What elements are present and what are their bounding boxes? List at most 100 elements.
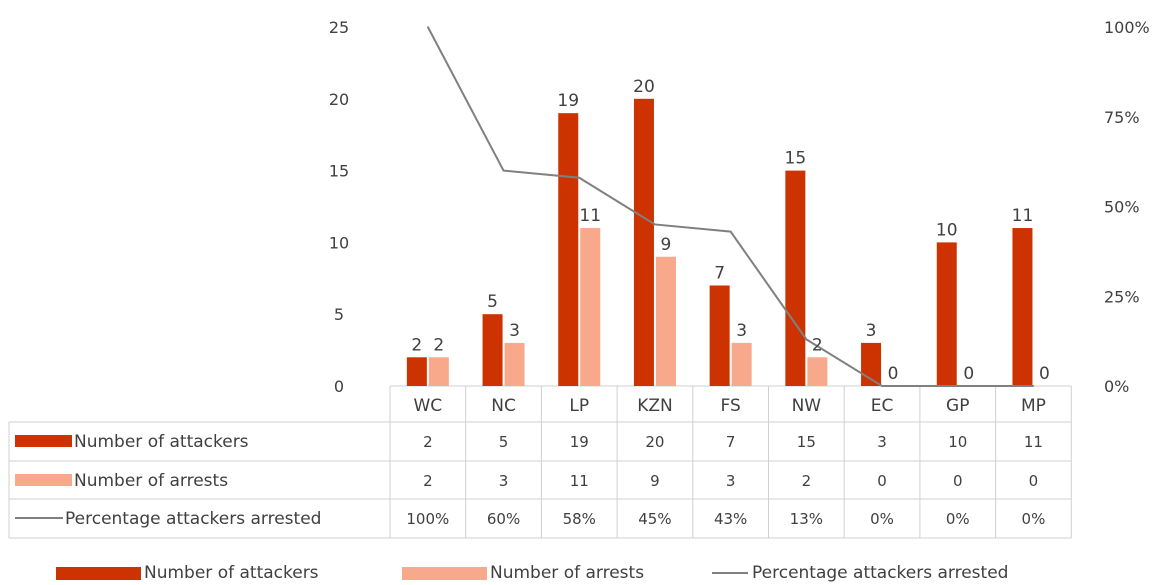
attackers-bar bbox=[406, 357, 427, 386]
category-label: FS bbox=[721, 396, 741, 416]
table-series-name: Number of attackers bbox=[74, 432, 249, 452]
bars bbox=[406, 98, 1033, 387]
right-axis-tick-label: 100% bbox=[1104, 18, 1150, 37]
left-axis-tick-label: 0 bbox=[334, 377, 344, 396]
attackers-bar bbox=[785, 170, 806, 386]
table-series-name: Number of arrests bbox=[74, 471, 228, 491]
table-cell: 11 bbox=[570, 472, 589, 490]
table-cell: 0% bbox=[870, 510, 894, 528]
arrests-data-label: 2 bbox=[812, 335, 823, 355]
arrests-bar bbox=[731, 342, 752, 386]
arrests-data-label: 0 bbox=[963, 364, 974, 384]
legend-item-arrests: Number of arrests bbox=[402, 562, 644, 584]
table-key-attackers bbox=[15, 435, 72, 447]
table-cell: 20 bbox=[645, 433, 664, 451]
table-cell: 0 bbox=[877, 472, 887, 490]
right-axis-tick-label: 75% bbox=[1104, 108, 1140, 127]
arrests-data-label: 0 bbox=[888, 364, 899, 384]
table-cell: 0 bbox=[1029, 472, 1039, 490]
attackers-data-label: 11 bbox=[1012, 206, 1034, 226]
data-table: WC NC LP KZN FS NW EC GP MP Number of attackers 2 5… bbox=[15, 396, 1046, 529]
left-axis-tick-label: 10 bbox=[329, 233, 349, 252]
table-cell: 10 bbox=[948, 433, 967, 451]
arrests-bar bbox=[807, 357, 828, 386]
category-label: MP bbox=[1021, 396, 1046, 416]
legend-item-attackers: Number of attackers bbox=[56, 562, 319, 584]
attackers-data-label: 19 bbox=[557, 91, 579, 111]
attackers-data-label: 5 bbox=[487, 292, 498, 312]
table-cell: 60% bbox=[487, 510, 520, 528]
attackers-bar bbox=[1012, 228, 1033, 386]
arrests-data-label: 11 bbox=[579, 206, 601, 226]
arrests-bar bbox=[580, 228, 601, 386]
table-cell: 2 bbox=[802, 472, 812, 490]
arrests-data-label: 9 bbox=[661, 235, 672, 255]
table-cell: 2 bbox=[423, 472, 433, 490]
legend-label-percentage: Percentage attackers arrested bbox=[752, 563, 1009, 583]
arrests-bar bbox=[655, 256, 676, 386]
table-cell: 45% bbox=[638, 510, 671, 528]
left-axis-ticks: 0 5 10 15 20 25 bbox=[329, 18, 349, 396]
table-cell: 0 bbox=[953, 472, 963, 490]
right-axis-tick-label: 50% bbox=[1104, 198, 1140, 217]
table-cell: 100% bbox=[406, 510, 449, 528]
table-cell: 0% bbox=[946, 510, 970, 528]
percentage-point bbox=[502, 169, 505, 172]
percentage-point bbox=[805, 338, 808, 341]
table-cell: 3 bbox=[726, 472, 736, 490]
data-table-grid bbox=[8, 385, 1072, 539]
table-cell: 43% bbox=[714, 510, 747, 528]
table-cell: 3 bbox=[499, 472, 509, 490]
legend: Number of attackers Number of arrests Pe… bbox=[0, 562, 1160, 584]
attackers-data-label: 10 bbox=[936, 220, 958, 240]
category-label: NW bbox=[792, 396, 822, 416]
category-label: WC bbox=[414, 396, 443, 416]
table-cell: 9 bbox=[650, 472, 660, 490]
right-axis-tick-label: 25% bbox=[1104, 287, 1140, 306]
category-label: LP bbox=[569, 396, 589, 416]
percentage-point bbox=[729, 230, 732, 233]
percentage-point bbox=[654, 223, 656, 226]
table-cell: 15 bbox=[797, 433, 816, 451]
table-cell: 11 bbox=[1024, 433, 1043, 451]
category-label: NC bbox=[491, 396, 516, 416]
attackers-bar bbox=[558, 113, 579, 386]
attackers-data-label: 15 bbox=[785, 149, 807, 169]
legend-item-percentage: Percentage attackers arrested bbox=[712, 562, 1008, 584]
percentage-point bbox=[1032, 385, 1035, 387]
percentage-point bbox=[578, 176, 581, 179]
arrests-data-label: 0 bbox=[1039, 364, 1050, 384]
left-axis-tick-label: 20 bbox=[329, 90, 349, 109]
category-label: GP bbox=[946, 396, 969, 416]
table-key-arrests bbox=[15, 474, 72, 486]
right-axis-ticks: 0% 25% 50% 75% 100% bbox=[1104, 18, 1150, 396]
left-axis-tick-label: 15 bbox=[329, 162, 349, 181]
legend-swatch-percentage bbox=[712, 572, 748, 574]
legend-label-attackers: Number of attackers bbox=[144, 563, 319, 583]
category-label: KZN bbox=[637, 396, 673, 416]
percentage-point bbox=[881, 385, 883, 387]
attackers-data-label: 3 bbox=[866, 321, 877, 341]
arrests-bar bbox=[504, 342, 525, 386]
arrests-data-label: 2 bbox=[433, 335, 444, 355]
legend-swatch-attackers bbox=[56, 566, 141, 580]
table-cell: 7 bbox=[726, 433, 736, 451]
attackers-data-label: 2 bbox=[411, 335, 422, 355]
legend-label-arrests: Number of arrests bbox=[490, 563, 645, 583]
attackers-bar bbox=[709, 285, 730, 386]
attackers-data-label: 20 bbox=[633, 77, 655, 97]
legend-swatch-arrests bbox=[402, 566, 487, 580]
attackers-bar bbox=[482, 314, 503, 386]
table-cell: 0% bbox=[1022, 510, 1046, 528]
percentage-point bbox=[427, 26, 429, 28]
attackers-bar bbox=[633, 98, 654, 387]
left-axis-tick-label: 5 bbox=[334, 305, 344, 324]
line-series bbox=[426, 26, 1035, 387]
category-label: EC bbox=[871, 396, 894, 416]
right-axis-tick-label: 0% bbox=[1104, 377, 1129, 396]
table-cell: 58% bbox=[563, 510, 596, 528]
table-series-name: Percentage attackers arrested bbox=[65, 509, 321, 529]
arrests-data-label: 3 bbox=[736, 321, 747, 341]
